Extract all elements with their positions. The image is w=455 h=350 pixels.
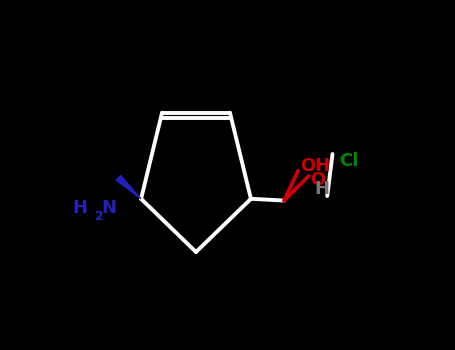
- Text: O: O: [310, 170, 326, 189]
- Text: 2: 2: [95, 210, 103, 224]
- Text: H: H: [72, 199, 87, 217]
- Text: Cl: Cl: [339, 152, 359, 170]
- Text: H: H: [314, 180, 329, 198]
- Text: OH: OH: [300, 156, 330, 175]
- Polygon shape: [116, 175, 141, 199]
- Text: N: N: [101, 199, 116, 217]
